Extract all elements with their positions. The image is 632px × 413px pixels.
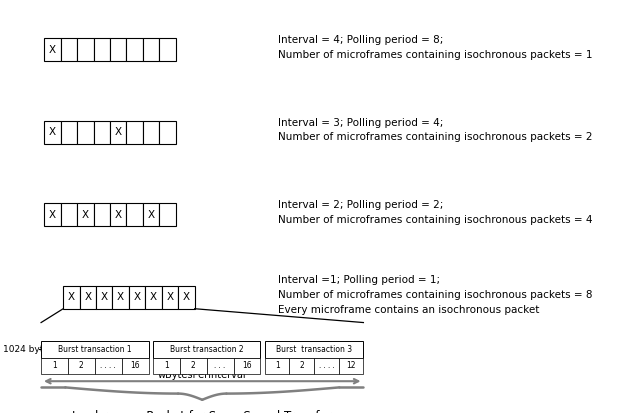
Bar [95, 358, 121, 374]
Bar [94, 121, 110, 143]
Text: X: X [133, 292, 141, 302]
Bar [110, 203, 126, 226]
Bar [178, 286, 195, 309]
Bar [94, 38, 110, 61]
Text: Burst  transaction 3: Burst transaction 3 [276, 345, 352, 354]
Bar [339, 358, 363, 374]
Bar [121, 358, 149, 374]
Bar [159, 121, 176, 143]
Bar [143, 121, 159, 143]
Bar [110, 38, 126, 61]
Bar [162, 286, 178, 309]
Text: X: X [117, 292, 125, 302]
Text: 1: 1 [164, 361, 169, 370]
Text: . . . .: . . . . [319, 363, 334, 369]
Bar [126, 38, 143, 61]
Bar [159, 203, 176, 226]
Text: X: X [49, 210, 56, 220]
Text: X: X [150, 292, 157, 302]
Bar [44, 38, 61, 61]
Bar [41, 358, 68, 374]
Bar [265, 358, 289, 374]
Text: X: X [100, 292, 108, 302]
Bar [44, 203, 61, 226]
Text: 2: 2 [191, 361, 196, 370]
Bar [77, 203, 94, 226]
Text: 2: 2 [300, 361, 304, 370]
Bar [77, 38, 94, 61]
Bar [153, 341, 260, 358]
Text: X: X [114, 127, 122, 137]
Text: X: X [147, 210, 155, 220]
Bar [44, 121, 61, 143]
Bar [80, 286, 96, 309]
Bar [207, 358, 233, 374]
Text: Burst transaction 2: Burst transaction 2 [170, 345, 243, 354]
Bar [61, 121, 77, 143]
Text: Isochronous Packet for SuperSpeed Transfer: Isochronous Packet for SuperSpeed Transf… [73, 410, 332, 413]
Text: Interval = 3; Polling period = 4;
Number of microframes containing isochronous p: Interval = 3; Polling period = 4; Number… [278, 118, 593, 142]
Text: 12: 12 [346, 361, 356, 370]
Text: 16: 16 [130, 361, 140, 370]
Text: X: X [49, 127, 56, 137]
Text: X: X [84, 292, 92, 302]
Bar [63, 286, 80, 309]
Bar [143, 203, 159, 226]
Text: 16: 16 [242, 361, 252, 370]
Bar [61, 203, 77, 226]
Bar [145, 286, 162, 309]
Text: X: X [49, 45, 56, 55]
Bar [68, 358, 95, 374]
Text: X: X [166, 292, 174, 302]
Bar [129, 286, 145, 309]
Bar [41, 341, 149, 358]
Text: X: X [114, 210, 122, 220]
Bar [126, 121, 143, 143]
Bar [77, 121, 94, 143]
Text: Interval =1; Polling period = 1;
Number of microframes containing isochronous pa: Interval =1; Polling period = 1; Number … [278, 275, 593, 315]
Bar [179, 358, 207, 374]
Text: . . . .: . . . . [100, 363, 116, 369]
Text: . . .: . . . [214, 363, 226, 369]
Text: Burst transaction 1: Burst transaction 1 [58, 345, 131, 354]
Bar [143, 38, 159, 61]
Bar [94, 203, 110, 226]
Text: X: X [183, 292, 190, 302]
Bar [110, 121, 126, 143]
Bar [234, 358, 260, 374]
Bar [96, 286, 112, 309]
Text: 2: 2 [79, 361, 84, 370]
Text: 1024 bytes: 1024 bytes [3, 345, 54, 354]
Bar [159, 38, 176, 61]
Text: X: X [82, 210, 89, 220]
Text: Interval = 4; Polling period = 8;
Number of microframes containing isochronous p: Interval = 4; Polling period = 8; Number… [278, 35, 593, 60]
Bar [289, 358, 314, 374]
Text: Interval = 2; Polling period = 2;
Number of microframes containing isochronous p: Interval = 2; Polling period = 2; Number… [278, 200, 593, 225]
Bar [153, 358, 179, 374]
Bar [314, 358, 339, 374]
Bar [126, 203, 143, 226]
Bar [61, 38, 77, 61]
Text: X: X [68, 292, 75, 302]
Bar [112, 286, 129, 309]
Bar [265, 341, 363, 358]
Text: 1: 1 [52, 361, 57, 370]
Text: wBytesPerInterval: wBytesPerInterval [158, 370, 246, 380]
Text: 1: 1 [275, 361, 279, 370]
